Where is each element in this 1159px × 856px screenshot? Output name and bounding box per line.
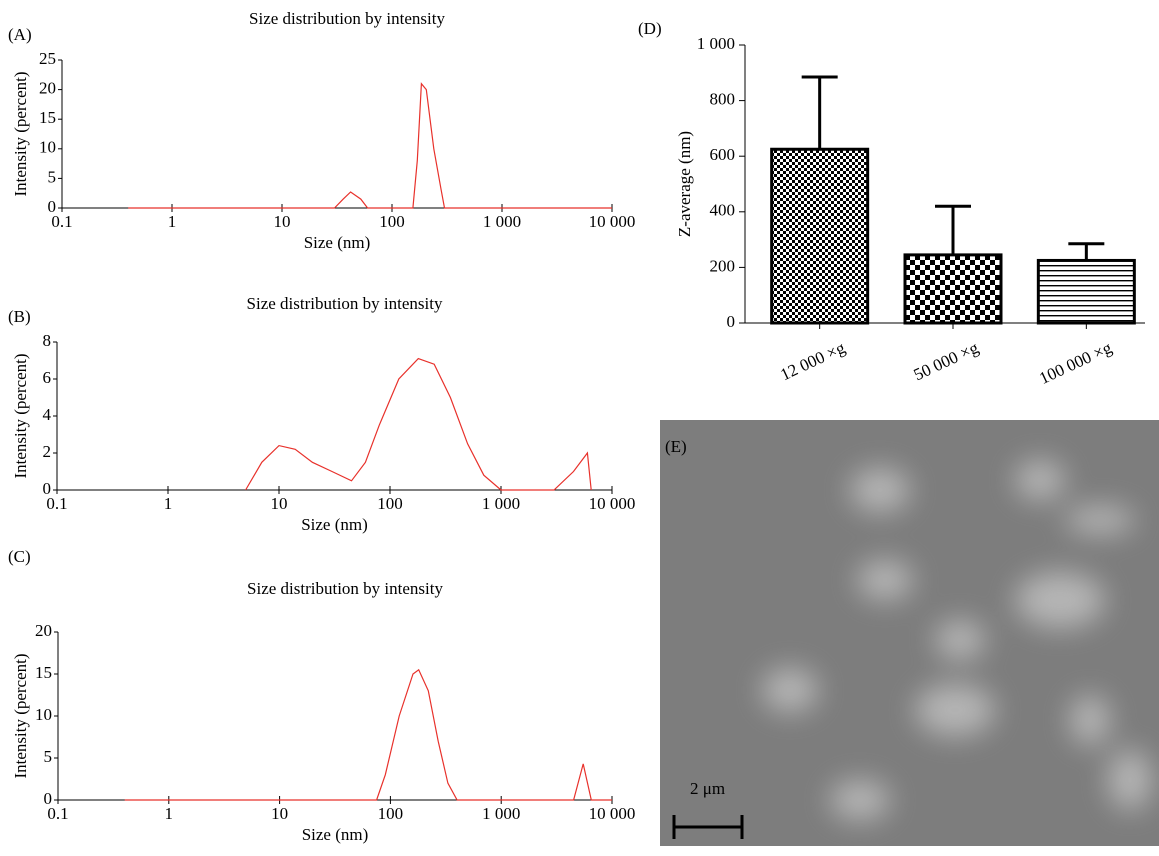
x-tick-label: 10: [271, 804, 288, 823]
x-tick-label: 0.1: [46, 494, 67, 513]
y-axis-label: Intensity (percent): [11, 71, 30, 196]
panel-label: (C): [8, 547, 31, 566]
y-tick-label: 5: [48, 167, 57, 186]
data-line: [128, 82, 612, 209]
y-tick-label: 25: [39, 49, 56, 68]
y-tick-label: 10: [39, 138, 56, 157]
y-tick-label: 20: [39, 79, 56, 98]
x-axis-label: Size (nm): [304, 233, 371, 252]
x-tick-label: 10 000: [589, 494, 636, 513]
x-tick-label: 100: [378, 804, 404, 823]
y-tick-label: 10: [35, 705, 52, 724]
y-tick-label: 200: [710, 256, 736, 275]
y-tick-label: 600: [710, 145, 736, 164]
x-tick-label: 100 000 ×g: [1036, 338, 1115, 388]
x-tick-label: 10: [274, 212, 291, 231]
x-tick-label: 12 000 ×g: [777, 338, 848, 385]
x-tick-label: 1: [164, 494, 173, 513]
bar: [770, 147, 870, 325]
x-tick-label: 10 000: [589, 804, 636, 823]
y-tick-label: 800: [710, 90, 736, 109]
y-tick-label: 0: [727, 312, 736, 331]
x-tick-label: 100: [377, 494, 403, 513]
x-tick-label: 1 000: [482, 494, 520, 513]
y-tick-label: 400: [710, 201, 736, 220]
bar: [903, 253, 1003, 325]
panel-label: (A): [8, 25, 32, 44]
x-tick-label: 1 000: [483, 212, 521, 231]
x-tick-label: 10 000: [589, 212, 636, 231]
y-axis-label: Intensity (percent): [11, 653, 30, 778]
x-axis-label: Size (nm): [301, 515, 368, 534]
panel-label: (B): [8, 307, 31, 326]
x-tick-label: 50 000 ×g: [911, 338, 982, 385]
y-tick-label: 8: [43, 331, 52, 350]
y-tick-label: 2: [43, 442, 52, 461]
bar: [1036, 258, 1136, 325]
y-tick-label: 6: [43, 368, 52, 387]
x-tick-label: 1: [168, 212, 177, 231]
x-tick-label: 100: [379, 212, 405, 231]
data-line: [245, 357, 592, 491]
y-tick-label: 1 000: [697, 34, 735, 53]
y-axis-label: Intensity (percent): [11, 353, 30, 478]
y-axis-label: Z-average (nm): [675, 131, 694, 237]
chart-title: Size distribution by intensity: [249, 9, 445, 28]
x-tick-label: 1: [165, 804, 174, 823]
x-axis-label: Size (nm): [302, 825, 369, 844]
x-tick-label: 1 000: [482, 804, 520, 823]
y-tick-label: 15: [35, 663, 52, 682]
x-tick-label: 0.1: [51, 212, 72, 231]
x-tick-label: 10: [271, 494, 288, 513]
y-tick-label: 15: [39, 108, 56, 127]
chart-title: Size distribution by intensity: [247, 294, 443, 313]
data-line: [124, 668, 612, 801]
panel-label: (D): [638, 19, 662, 38]
x-tick-label: 0.1: [47, 804, 68, 823]
y-tick-label: 0: [44, 789, 53, 808]
chart-title: Size distribution by intensity: [247, 579, 443, 598]
y-tick-label: 5: [44, 747, 53, 766]
y-tick-label: 4: [43, 405, 52, 424]
y-tick-label: 0: [48, 197, 57, 216]
y-tick-label: 20: [35, 621, 52, 640]
panel-label: (E): [665, 437, 687, 456]
scale-bar-label: 2 μm: [690, 779, 725, 798]
y-tick-label: 0: [43, 479, 52, 498]
sem-image: (E) 2 μm: [660, 420, 1159, 846]
